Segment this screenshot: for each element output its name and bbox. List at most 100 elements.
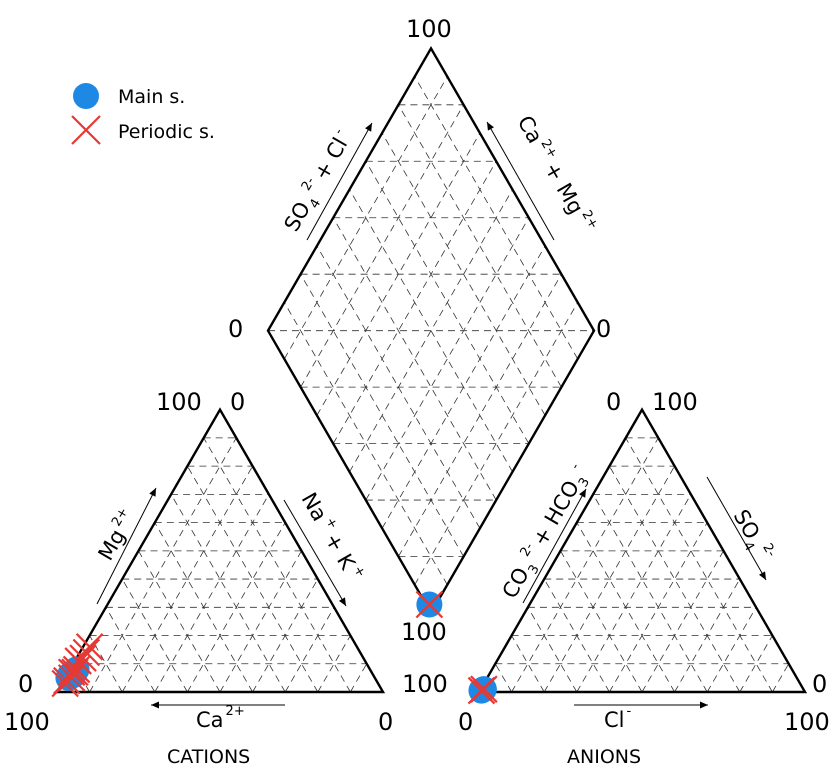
- anions-grid-l: [772, 663, 790, 693]
- diamond-grid-b: [283, 76, 448, 360]
- arrow-so4-head: [758, 571, 766, 580]
- legend-periodic-label: Periodic s.: [118, 121, 215, 143]
- tick-cations-left-100: 100: [4, 708, 50, 736]
- svg-text:SO42-: SO4 2-: [724, 505, 779, 568]
- tick-diamond-right-0: 0: [596, 315, 611, 343]
- cations-grid-l: [252, 578, 319, 693]
- cations-grid-r: [154, 522, 253, 693]
- diamond-grid-b: [316, 132, 481, 416]
- axis-label-so4-cl: SO42-+ Cl-: [280, 126, 353, 236]
- arrow-so4-cl-head: [365, 123, 372, 132]
- periodic-cation-point-b: [57, 664, 86, 692]
- diamond-grid-a: [414, 76, 579, 360]
- cations-grid-l: [284, 607, 335, 693]
- svg-text:Na++ K+: Na++ K+: [297, 488, 369, 586]
- axis-label-cl: Cl -: [604, 704, 632, 732]
- axis-label-na-k: Na++ K+: [297, 488, 369, 586]
- point-layer: [51, 590, 498, 705]
- periodic-cation-point: [75, 633, 104, 661]
- legend-main-label: Main s.: [118, 86, 185, 108]
- arrow-na-k-head: [338, 597, 346, 606]
- arrow-layer: [96, 121, 767, 709]
- legend-periodic-marker: [71, 115, 101, 145]
- periodic-anion-point: [470, 675, 498, 703]
- arrow-ca-mg: [486, 121, 555, 241]
- axis-label-so4: SO4 2-: [724, 505, 779, 568]
- cations-grid-l: [350, 663, 368, 693]
- anions-grid-r: [592, 494, 708, 693]
- anions-grid-r: [625, 437, 773, 693]
- tick-anions-right-0: 0: [812, 670, 827, 698]
- diamond-grid-a: [365, 161, 530, 444]
- tick-anions-right-100: 100: [784, 708, 830, 736]
- tick-cations-right-0: 0: [378, 708, 393, 736]
- cations-grid-r: [170, 494, 286, 693]
- cations-grid-r: [203, 437, 351, 693]
- tick-cations-top-100: 100: [156, 388, 202, 416]
- cations-grid-l: [121, 465, 253, 693]
- anions-grid-l: [576, 494, 692, 693]
- caption-cations: CATIONS: [167, 746, 250, 768]
- tick-diamond-top-100: 100: [406, 15, 452, 43]
- cations-grid-l: [154, 494, 270, 693]
- diamond-frame: [266, 45, 596, 616]
- cations-grid-r: [121, 578, 188, 693]
- anions-grid-l: [674, 578, 741, 693]
- anions-grid-r: [543, 578, 610, 693]
- cations-grid-r: [105, 607, 156, 693]
- arrow-co3-hco3-head: [579, 489, 586, 498]
- arrow-ca-head: [151, 701, 159, 709]
- legend: Main s. Periodic s.: [71, 83, 215, 145]
- anions-grid-l: [609, 522, 708, 693]
- svg-text:Mg2+: Mg2+: [92, 505, 141, 564]
- arrow-mg: [96, 487, 157, 605]
- arrow-cl-head: [700, 701, 708, 709]
- caption-anions: ANIONS: [567, 746, 641, 768]
- anions-grid-l: [511, 437, 659, 693]
- periodic-cation-point-b: [72, 638, 101, 667]
- cations-grid-l: [187, 522, 286, 693]
- periodic-cation-point: [57, 664, 86, 692]
- periodic-anion-point-b: [470, 675, 498, 703]
- tick-labels: 100 0 100 0 0 100 0 0 100 0 100 100 0 0 …: [4, 15, 830, 736]
- diamond-grid-a: [381, 132, 546, 416]
- anions-frame: [476, 407, 808, 694]
- anions-grid-l: [543, 465, 675, 693]
- diamond-grid-b: [365, 217, 530, 501]
- arrow-so4: [706, 476, 767, 581]
- anions-grid-r: [494, 663, 512, 693]
- diamond-grid-a: [398, 104, 562, 388]
- cations-grid-l: [89, 437, 237, 693]
- svg-text:Cl-: Cl -: [604, 704, 632, 732]
- arrow-so4-cl: [306, 122, 373, 241]
- anions-grid-r: [576, 522, 675, 693]
- diamond-grid-a: [283, 302, 448, 585]
- tick-diamond-bottom-100: 100: [401, 618, 447, 646]
- tick-anions-left-100: 100: [402, 670, 448, 698]
- legend-main-marker: [73, 83, 99, 109]
- tick-anions-left-0: 0: [458, 708, 473, 736]
- periodic-cation-point-b: [75, 633, 104, 661]
- svg-text:Ca2+: Ca 2+: [196, 704, 245, 732]
- tick-anions-top-0: 0: [606, 388, 621, 416]
- anions-grid-l: [641, 550, 724, 693]
- cations-grid-r: [187, 465, 319, 693]
- diamond-grid-b: [300, 104, 464, 388]
- anions-grid-r: [527, 607, 578, 693]
- periodic-diamond-point-b: [415, 590, 444, 619]
- arrow-mg-head: [149, 488, 156, 497]
- grid-layer: [72, 76, 790, 693]
- cations-frame: [54, 407, 386, 694]
- anions-grid-l: [739, 635, 773, 693]
- axis-label-mg: Mg2+: [92, 505, 141, 564]
- cations-grid-l: [219, 550, 302, 693]
- anions-grid-r: [560, 550, 643, 693]
- anions-grid-r: [511, 635, 545, 693]
- arrow-co3-hco3: [522, 488, 587, 604]
- axis-label-ca-mg: Ca2++ Mg2+: [513, 112, 601, 232]
- periodic-diamond-point: [415, 590, 444, 619]
- anions-grid-l: [706, 607, 757, 693]
- tick-diamond-left-0: 0: [228, 315, 243, 343]
- diamond-grid-b: [398, 274, 562, 557]
